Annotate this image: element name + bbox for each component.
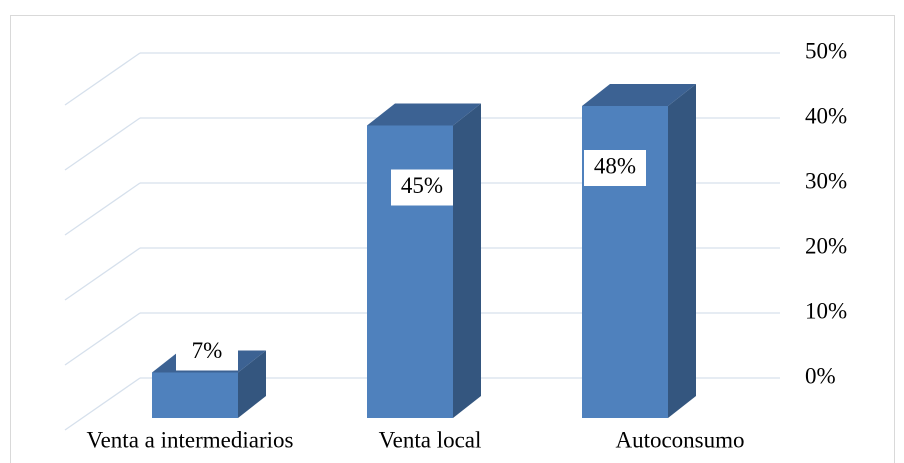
bar-side (238, 350, 266, 418)
value-label-box (391, 169, 453, 206)
y-tick-label: 30% (805, 168, 847, 193)
grid-line-side (64, 52, 141, 106)
bar-side (668, 84, 696, 418)
value-label: 45% (401, 173, 443, 198)
bar (367, 125, 453, 418)
bar (152, 372, 238, 418)
bar-top (582, 84, 696, 106)
value-label-box (176, 334, 238, 371)
grid-line-side (64, 312, 141, 366)
grid-line-side (64, 377, 141, 431)
y-tick-label: 0% (805, 363, 836, 388)
value-label: 7% (192, 338, 223, 363)
chart-border (10, 15, 895, 463)
y-tick-label: 50% (805, 38, 847, 63)
bar-top (367, 103, 481, 126)
y-tick-label: 20% (805, 233, 847, 258)
x-tick-label: Autoconsumo (615, 427, 744, 452)
bar-side (453, 103, 481, 418)
value-label-box (584, 150, 646, 186)
grid-line-side (64, 117, 141, 171)
grid-line-side (64, 182, 141, 236)
y-tick-label: 10% (805, 298, 847, 323)
x-tick-label: Venta a intermediarios (87, 427, 294, 452)
x-tick-label: Venta local (379, 427, 482, 452)
y-tick-label: 40% (805, 103, 847, 128)
value-label: 48% (594, 153, 636, 178)
grid-line-side (64, 247, 141, 301)
